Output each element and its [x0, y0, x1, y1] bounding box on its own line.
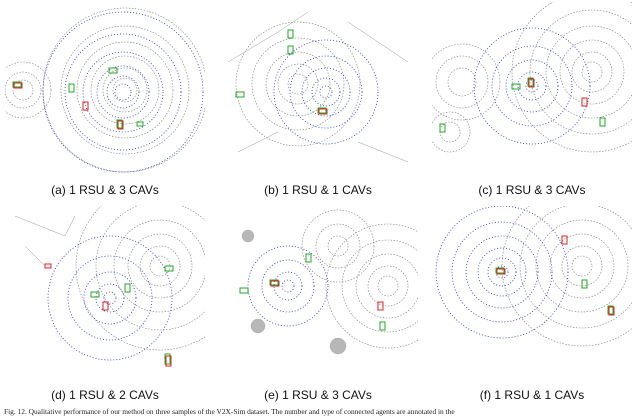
detection-boxes	[12, 67, 144, 130]
rsu-rings	[42, 7, 205, 173]
cav-rays	[42, 11, 204, 173]
panel-d-image	[5, 206, 205, 386]
lidar-scene-b	[227, 11, 409, 163]
panel-e-caption: (e) 1 RSU & 3 CAVs	[264, 388, 372, 402]
lidar-scene-c	[432, 2, 632, 153]
panel-f-image	[432, 206, 632, 386]
panel-c-image	[432, 2, 632, 182]
panel-d-caption: (d) 1 RSU & 2 CAVs	[51, 388, 159, 402]
lidar-scene-e	[239, 209, 418, 355]
panel-a-caption: (a) 1 RSU & 3 CAVs	[51, 183, 159, 197]
panel-c-caption: (c) 1 RSU & 3 CAVs	[478, 183, 586, 197]
panel-a-image	[5, 2, 205, 182]
panel-e-image	[218, 206, 418, 386]
lidar-scene-d	[14, 206, 205, 367]
figure-caption: Fig. 12. Qualitative performance of our …	[4, 407, 455, 416]
panel-b-caption: (b) 1 RSU & 1 CAVs	[264, 183, 372, 197]
panel-b-image	[218, 2, 418, 182]
lidar-scene-f	[435, 206, 632, 347]
lidar-scene-a	[5, 7, 205, 173]
panel-f-caption: (f) 1 RSU & 1 CAVs	[479, 388, 585, 402]
